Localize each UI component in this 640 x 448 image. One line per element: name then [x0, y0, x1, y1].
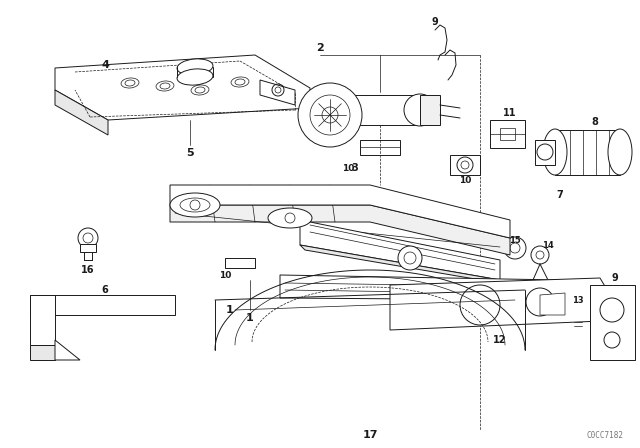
Polygon shape [80, 244, 96, 252]
Polygon shape [590, 285, 635, 360]
Polygon shape [535, 140, 555, 165]
Polygon shape [340, 95, 420, 125]
Text: 2: 2 [316, 43, 324, 53]
Polygon shape [300, 245, 510, 285]
Polygon shape [360, 140, 400, 155]
Text: 8: 8 [591, 117, 598, 127]
Ellipse shape [170, 193, 220, 217]
Circle shape [78, 228, 98, 248]
Polygon shape [30, 295, 55, 345]
Ellipse shape [404, 94, 436, 126]
Ellipse shape [324, 94, 356, 126]
Text: 15: 15 [509, 236, 521, 245]
Polygon shape [540, 293, 565, 315]
Polygon shape [260, 80, 295, 105]
Polygon shape [390, 278, 625, 330]
Polygon shape [300, 220, 500, 280]
Circle shape [398, 246, 422, 270]
Text: C0CC7182: C0CC7182 [586, 431, 623, 439]
Polygon shape [225, 258, 255, 268]
Text: 11: 11 [503, 108, 516, 118]
Polygon shape [30, 345, 55, 360]
Polygon shape [555, 130, 620, 175]
Text: 4: 4 [101, 60, 109, 70]
Text: 16: 16 [81, 265, 95, 275]
Polygon shape [55, 90, 108, 135]
Polygon shape [490, 120, 525, 148]
Ellipse shape [177, 69, 213, 85]
Ellipse shape [177, 59, 213, 75]
Text: 12: 12 [493, 335, 507, 345]
Text: 10: 10 [342, 164, 354, 172]
Text: 13: 13 [572, 296, 584, 305]
Text: 1: 1 [246, 313, 254, 323]
Text: 14: 14 [542, 241, 554, 250]
Polygon shape [170, 185, 510, 238]
Polygon shape [500, 128, 515, 140]
Ellipse shape [298, 83, 362, 147]
Ellipse shape [608, 129, 632, 175]
Circle shape [457, 157, 473, 173]
Polygon shape [450, 155, 480, 175]
Text: 7: 7 [557, 190, 563, 200]
Polygon shape [30, 295, 175, 315]
Text: 10: 10 [219, 271, 231, 280]
Text: 5: 5 [186, 148, 194, 158]
Circle shape [504, 237, 526, 259]
Text: 17: 17 [362, 430, 378, 440]
Text: 1: 1 [226, 305, 234, 315]
Text: 3: 3 [351, 163, 358, 173]
Polygon shape [55, 340, 80, 360]
Circle shape [569, 301, 587, 319]
Ellipse shape [268, 208, 312, 228]
Polygon shape [280, 275, 560, 300]
Polygon shape [420, 95, 440, 125]
Polygon shape [170, 205, 510, 255]
Text: 9: 9 [431, 17, 438, 27]
Text: 6: 6 [102, 285, 108, 295]
Ellipse shape [543, 129, 567, 175]
Text: 9: 9 [612, 273, 618, 283]
Text: 10: 10 [459, 176, 471, 185]
Polygon shape [55, 55, 310, 120]
Circle shape [531, 246, 549, 264]
